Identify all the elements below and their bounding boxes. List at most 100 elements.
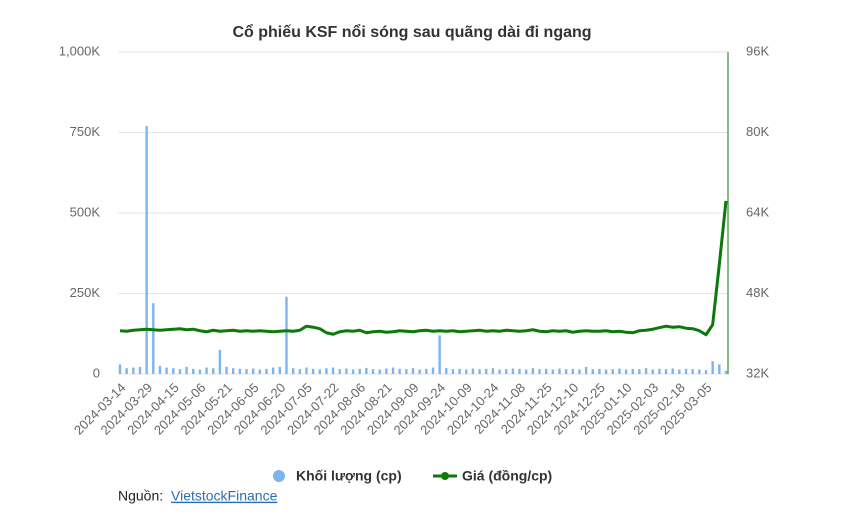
bar bbox=[578, 369, 581, 374]
bar bbox=[684, 368, 688, 374]
bar bbox=[165, 367, 168, 374]
bar bbox=[212, 368, 215, 374]
bar bbox=[551, 369, 555, 374]
bar bbox=[138, 366, 142, 374]
bar bbox=[564, 369, 568, 374]
bar bbox=[232, 368, 235, 374]
bar bbox=[178, 369, 182, 374]
bar bbox=[478, 369, 481, 374]
bar bbox=[664, 369, 668, 374]
bar bbox=[718, 364, 721, 374]
bar bbox=[584, 366, 588, 374]
bar bbox=[285, 296, 288, 374]
bar bbox=[325, 368, 328, 374]
bar bbox=[271, 367, 275, 374]
chart-title: Cổ phiếu KSF nổi sóng sau quãng dài đi n… bbox=[232, 23, 591, 41]
bar bbox=[611, 369, 614, 374]
y2-tick-label: 32K bbox=[746, 365, 769, 380]
bar bbox=[205, 367, 208, 374]
bar bbox=[338, 369, 341, 374]
bar bbox=[438, 335, 441, 374]
bar bbox=[631, 368, 634, 374]
bar bbox=[192, 368, 195, 374]
bar bbox=[465, 369, 468, 374]
bar bbox=[658, 368, 661, 374]
bar bbox=[638, 369, 641, 374]
bar bbox=[618, 368, 621, 374]
bar bbox=[305, 367, 308, 374]
bar bbox=[678, 369, 681, 374]
source-label: Nguồn: bbox=[118, 488, 163, 504]
bar bbox=[198, 369, 202, 374]
bar bbox=[405, 369, 408, 374]
bar bbox=[425, 368, 428, 374]
bar bbox=[671, 368, 674, 374]
bar bbox=[531, 368, 535, 374]
y-tick-label: 750K bbox=[70, 124, 101, 139]
bar bbox=[571, 368, 575, 374]
bar bbox=[378, 369, 381, 374]
source-link[interactable]: VietstockFinance bbox=[171, 488, 278, 504]
bar bbox=[458, 368, 461, 374]
bar bbox=[358, 368, 361, 374]
bar bbox=[591, 369, 594, 374]
bar bbox=[698, 369, 701, 374]
bar bbox=[225, 366, 228, 374]
y2-tick-label: 48K bbox=[746, 285, 769, 300]
legend-symbol bbox=[273, 470, 285, 482]
bar bbox=[724, 370, 728, 374]
y2-tick-label: 64K bbox=[746, 204, 769, 219]
bar bbox=[624, 369, 628, 374]
bar bbox=[265, 368, 268, 374]
bar bbox=[251, 368, 255, 374]
bar bbox=[644, 368, 648, 374]
price-line bbox=[119, 200, 728, 337]
bar bbox=[391, 367, 395, 374]
y2-tick-label: 80K bbox=[746, 124, 769, 139]
bar bbox=[245, 369, 248, 374]
legend-symbol bbox=[441, 472, 449, 480]
bar bbox=[132, 367, 135, 374]
bar bbox=[365, 367, 368, 374]
bar bbox=[125, 368, 128, 374]
bar bbox=[651, 369, 654, 374]
bar bbox=[451, 369, 455, 374]
bar bbox=[558, 368, 561, 374]
bar bbox=[345, 368, 348, 374]
legend-label: Giá (đồng/cp) bbox=[462, 468, 552, 484]
y-tick-label: 250K bbox=[70, 285, 101, 300]
bar bbox=[711, 361, 714, 374]
bar bbox=[238, 368, 242, 374]
bar bbox=[258, 369, 262, 374]
bar bbox=[371, 369, 375, 374]
bar bbox=[598, 368, 601, 374]
bar bbox=[278, 366, 282, 374]
bar bbox=[491, 368, 495, 374]
bar bbox=[498, 369, 501, 374]
y2-tick-label: 96K bbox=[746, 43, 769, 58]
bar bbox=[431, 367, 435, 374]
bar bbox=[691, 369, 694, 374]
bar bbox=[218, 349, 222, 374]
bar bbox=[318, 369, 321, 374]
bar bbox=[538, 369, 541, 374]
bar bbox=[291, 368, 295, 374]
bar bbox=[411, 368, 415, 374]
bar bbox=[398, 368, 401, 374]
bar bbox=[704, 370, 708, 374]
bar bbox=[544, 368, 548, 374]
bar bbox=[525, 369, 528, 374]
bar bbox=[118, 364, 122, 374]
legend-label: Khối lượng (cp) bbox=[296, 468, 402, 484]
bar bbox=[172, 368, 175, 374]
y-tick-label: 0 bbox=[93, 365, 100, 380]
bar bbox=[298, 369, 301, 374]
bar bbox=[351, 369, 355, 374]
bar bbox=[485, 368, 488, 374]
bar bbox=[385, 368, 388, 374]
bar bbox=[331, 367, 335, 374]
bar bbox=[518, 368, 521, 374]
y-tick-label: 1,000K bbox=[59, 43, 101, 58]
bar bbox=[471, 368, 475, 374]
